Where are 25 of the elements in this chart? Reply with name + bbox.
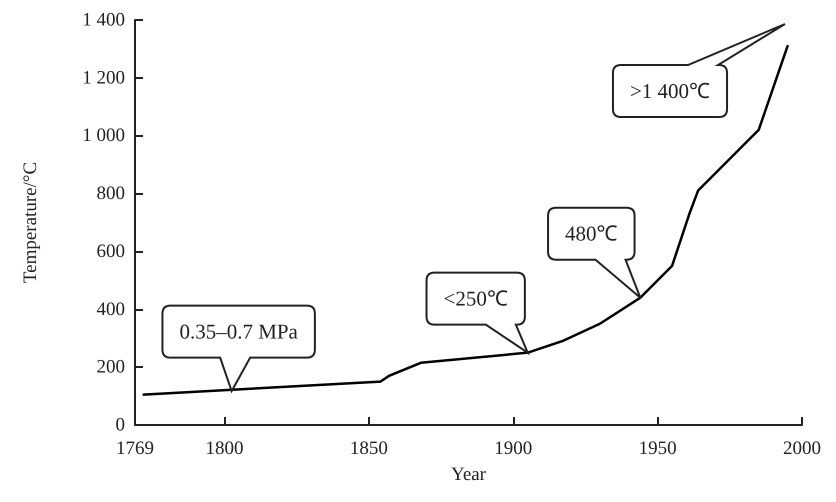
annotation: >1 400℃ [630, 79, 710, 103]
x-axis-title: Year [450, 464, 487, 485]
annotation: 480℃ [565, 222, 618, 246]
y-tick-label: 800 [96, 183, 125, 204]
y-axis-title: Temperature/°C [20, 162, 41, 284]
x-tick-label: 1950 [638, 438, 677, 459]
speech-bubble: <250℃ [426, 272, 529, 354]
y-tick-label: 1 400 [82, 10, 125, 30]
speech-bubble: >1 400℃ [612, 23, 786, 118]
speech-bubble: 0.35–0.7 MPa [161, 304, 316, 392]
y-tick-label: 600 [96, 240, 125, 262]
x-tick-label: 1800 [206, 438, 244, 459]
y-tick-label: 1 000 [82, 125, 125, 146]
x-tick-label: 2000 [783, 438, 821, 459]
y-tick-label: 1 200 [82, 67, 125, 88]
x-tick-label: 1769 [116, 438, 154, 459]
line-series [142, 44, 789, 396]
x-tick-label: 1850 [350, 438, 388, 459]
annotation: 0.35–0.7 MPa [179, 320, 299, 344]
y-tick-label: 400 [96, 298, 125, 320]
speech-bubble: 480℃ [547, 206, 642, 299]
x-tick-label: 1900 [494, 438, 532, 459]
y-tick-label: 0 [116, 414, 125, 436]
y-tick-label: 200 [96, 356, 125, 378]
annotation: <250℃ [444, 286, 508, 311]
